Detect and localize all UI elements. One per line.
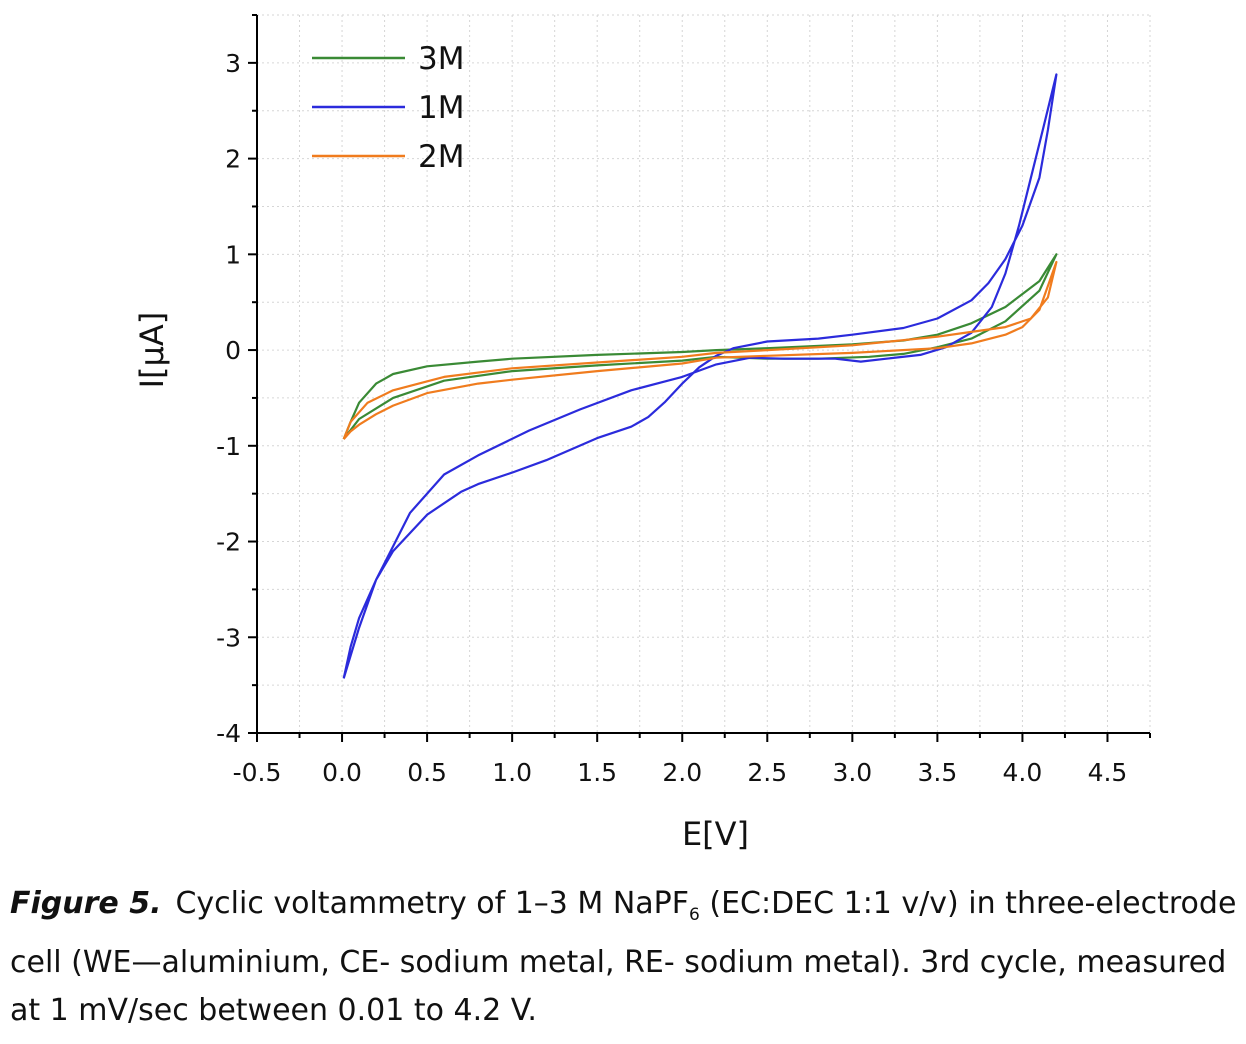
x-tick-label: 2.5 [747, 758, 787, 787]
y-axis-title: I[μA] [133, 312, 171, 389]
x-tick-label: 4.0 [1003, 758, 1043, 787]
series-line-3M [342, 253, 1058, 440]
x-tick-label: 1.0 [492, 758, 532, 787]
figure-caption: Figure 5. Cyclic voltammetry of 1–3 M NaP… [10, 880, 1242, 1035]
legend-label-1M: 1M [418, 90, 464, 126]
axes: -0.5 0.0 0.5 1.0 1.5 2.0 2.5 3.0 3.5 4.0 4.5 -4 -3 -2… [216, 14, 1151, 787]
legend: 3M 1M 2M [312, 41, 464, 175]
y-tick-label: -3 [216, 623, 241, 652]
legend-label-3M: 3M [418, 41, 464, 77]
series-line-1M [342, 73, 1058, 679]
caption-label: Figure 5. [10, 886, 162, 921]
x-tick-label: 2.0 [662, 758, 702, 787]
x-tick-label: 3.0 [832, 758, 872, 787]
series-line-2M [342, 260, 1058, 440]
legend-label-2M: 2M [418, 139, 464, 175]
caption-text-rest: (EC:DEC 1:1 v/v) in three-electrode cell… [10, 886, 1237, 1028]
x-axis-title: E[V] [682, 815, 749, 853]
y-tick-label: -2 [216, 528, 241, 557]
x-tick-label: 0.0 [322, 758, 362, 787]
series-lines [342, 73, 1058, 679]
x-tick-label: 1.5 [577, 758, 617, 787]
y-tick-label: 3 [225, 49, 241, 78]
x-tick-label: -0.5 [233, 758, 282, 787]
cyclic-voltammetry-chart: -0.5 0.0 0.5 1.0 1.5 2.0 2.5 3.0 3.5 4.0 4.5 -4 -3 -2… [133, 14, 1151, 853]
caption-text-main: Cyclic voltammetry of 1–3 M NaPF [175, 886, 689, 921]
y-tick-label: -1 [216, 432, 241, 461]
x-tick-label: 0.5 [407, 758, 447, 787]
caption-subscript: 6 [689, 905, 700, 925]
y-tick-label: -4 [216, 719, 241, 748]
x-tick-label: 3.5 [917, 758, 957, 787]
y-tick-label: 2 [225, 145, 241, 174]
y-tick-label: 0 [225, 336, 241, 365]
x-tick-label: 4.5 [1088, 758, 1128, 787]
y-tick-label: 1 [225, 240, 241, 269]
